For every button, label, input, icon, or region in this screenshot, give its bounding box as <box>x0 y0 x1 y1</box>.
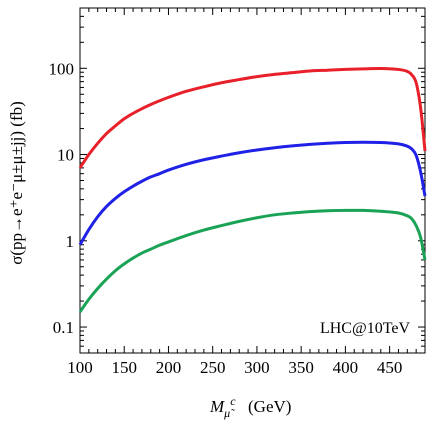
series-line-2 <box>78 140 427 246</box>
series-line-3 <box>78 208 427 313</box>
x-tick-label: 350 <box>288 358 314 377</box>
x-tick-label: 450 <box>377 358 403 377</box>
x-tick-label: 200 <box>156 358 182 377</box>
plot-frame <box>79 7 426 354</box>
x-axis-units: (GeV) <box>248 397 291 416</box>
axis-tick-labels: 100 150 200 250 300 350 400 450 0.1 1 10 100 <box>49 59 403 377</box>
series-line-1 <box>78 66 427 169</box>
x-tick-label: 300 <box>244 358 270 377</box>
x-tick-label: 250 <box>200 358 226 377</box>
axis-ticks <box>79 7 426 354</box>
y-tick-label: 10 <box>57 146 74 165</box>
x-axis-label-sup: c <box>230 394 236 408</box>
series-group <box>78 66 427 313</box>
x-axis-label-sub: μ̃ <box>223 406 235 420</box>
x-tick-label: 150 <box>111 358 137 377</box>
y-tick-label: 0.1 <box>53 318 74 337</box>
y-axis-label: σ(pp→e⁺e⁻μ±μ±jj) (fb) <box>7 101 26 265</box>
x-tick-label: 100 <box>67 358 93 377</box>
y-tick-label: 100 <box>49 59 75 78</box>
y-tick-label: 1 <box>66 232 75 251</box>
x-axis-label: Mμ̃c <box>209 394 236 420</box>
x-tick-label: 400 <box>333 358 359 377</box>
annotation-label: LHC@10TeV <box>320 320 410 337</box>
x-axis-label-main: M <box>209 397 225 416</box>
